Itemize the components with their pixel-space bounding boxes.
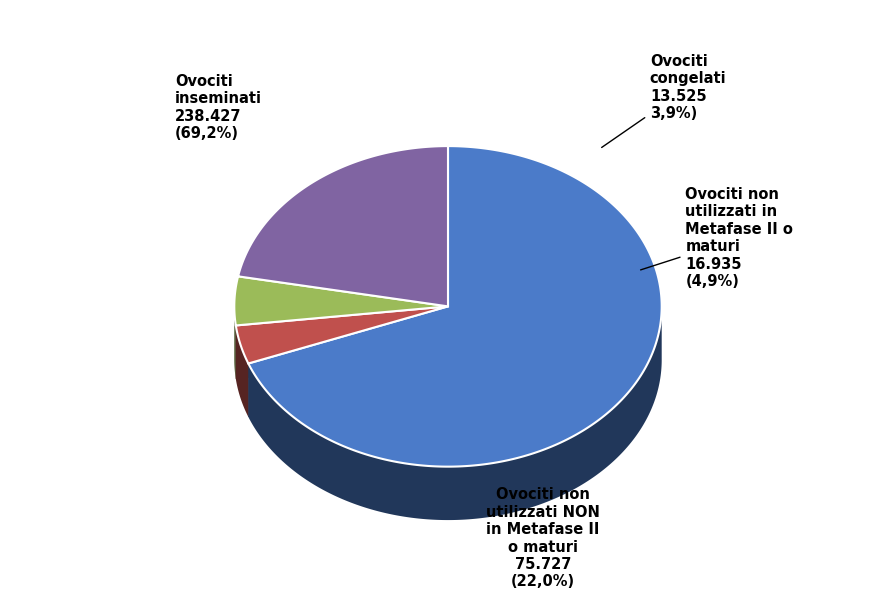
Polygon shape xyxy=(238,146,448,307)
Polygon shape xyxy=(248,308,662,520)
Polygon shape xyxy=(236,307,448,379)
Text: Ovociti
congelati
13.525
3,9%): Ovociti congelati 13.525 3,9%) xyxy=(601,54,727,147)
Text: Ovociti
inseminati
238.427
(69,2%): Ovociti inseminati 238.427 (69,2%) xyxy=(175,74,262,141)
Text: Ovociti non
utilizzati NON
in Metafase II
o maturi
75.727
(22,0%): Ovociti non utilizzati NON in Metafase I… xyxy=(486,487,600,590)
Polygon shape xyxy=(248,307,448,417)
Text: Ovociti non
utilizzati in
Metafase II o
maturi
16.935
(4,9%): Ovociti non utilizzati in Metafase II o … xyxy=(641,187,793,289)
Polygon shape xyxy=(248,146,662,466)
Polygon shape xyxy=(236,307,448,364)
Polygon shape xyxy=(248,307,448,417)
Polygon shape xyxy=(234,276,448,326)
Polygon shape xyxy=(236,307,448,379)
Polygon shape xyxy=(236,326,248,417)
Polygon shape xyxy=(234,307,236,379)
